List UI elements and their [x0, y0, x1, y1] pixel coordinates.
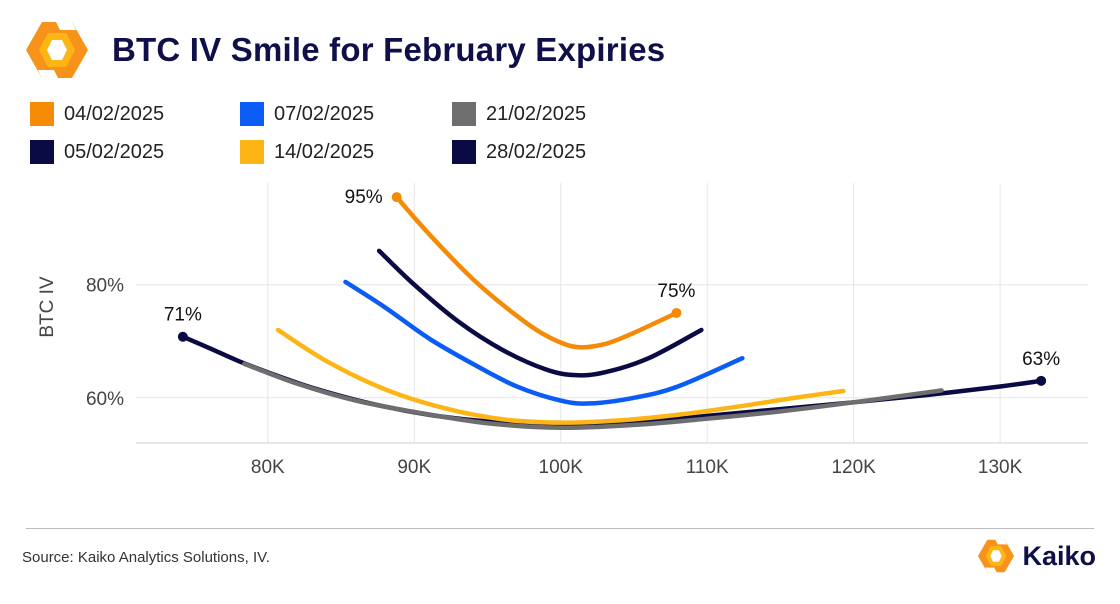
legend-item-05-02[interactable]: 05/02/2025: [30, 140, 240, 164]
legend: 04/02/2025 07/02/2025 21/02/2025 05/02/2…: [30, 102, 670, 164]
y-tick-label: 60%: [86, 389, 124, 410]
data-point-marker: [391, 192, 402, 203]
source-note: Source: Kaiko Analytics Solutions, IV.: [22, 549, 270, 566]
legend-item-04-02[interactable]: 04/02/2025: [30, 102, 240, 126]
legend-label: 04/02/2025: [64, 102, 165, 125]
legend-swatch: [30, 140, 54, 164]
data-point-marker: [177, 331, 188, 342]
chart-title: BTC IV Smile for February Expiries: [112, 31, 666, 68]
legend-swatch: [240, 140, 264, 164]
x-tick-label: 90K: [397, 457, 431, 478]
brand-name: Kaiko: [1022, 540, 1096, 571]
data-point-marker: [671, 308, 682, 318]
data-point-marker: [1036, 375, 1047, 386]
x-tick-label: 80K: [251, 457, 285, 478]
legend-label: 28/02/2025: [486, 140, 587, 163]
series-line-07-02-2025: [343, 279, 745, 406]
legend-item-14-02[interactable]: 14/02/2025: [240, 140, 452, 164]
series-line-04-02-2025: [394, 194, 679, 350]
footer-divider: [26, 528, 1094, 529]
kaiko-small-logo-icon: [978, 539, 1015, 573]
legend-label: 07/02/2025: [274, 102, 375, 125]
legend-swatch: [452, 102, 476, 126]
series-line-14-02-2025: [275, 327, 846, 425]
brand: Kaiko: [978, 538, 1096, 574]
series-line-21-02-2025: [242, 361, 944, 431]
legend-label: 21/02/2025: [486, 102, 587, 125]
legend-item-21-02[interactable]: 21/02/2025: [452, 102, 652, 126]
header: BTC IV Smile for February Expiries: [26, 22, 665, 78]
data-label: 75%: [657, 281, 695, 302]
data-label: 71%: [164, 305, 202, 326]
data-label: 63%: [1022, 349, 1060, 370]
legend-label: 05/02/2025: [64, 140, 165, 163]
legend-swatch: [30, 102, 54, 126]
x-tick-label: 130K: [978, 457, 1023, 478]
y-tick-label: 80%: [86, 276, 124, 297]
legend-item-28-02[interactable]: 28/02/2025: [452, 140, 652, 164]
x-tick-label: 110K: [686, 457, 729, 478]
legend-swatch: [240, 102, 264, 126]
x-tick-label: 100K: [539, 457, 584, 478]
x-tick-label: 120K: [831, 457, 876, 478]
iv-smile-chart: 80K 90K 100K 110K 120K 130K 60% 80% BTC IV 71% 95%…: [37, 183, 1088, 478]
legend-item-07-02[interactable]: 07/02/2025: [240, 102, 452, 126]
series-line-28-02-2025: [376, 248, 704, 378]
legend-label: 14/02/2025: [274, 140, 375, 163]
data-label: 95%: [345, 187, 383, 208]
kaiko-logo-icon: [26, 22, 88, 78]
legend-swatch: [452, 140, 476, 164]
y-axis-label: BTC IV: [37, 276, 58, 338]
